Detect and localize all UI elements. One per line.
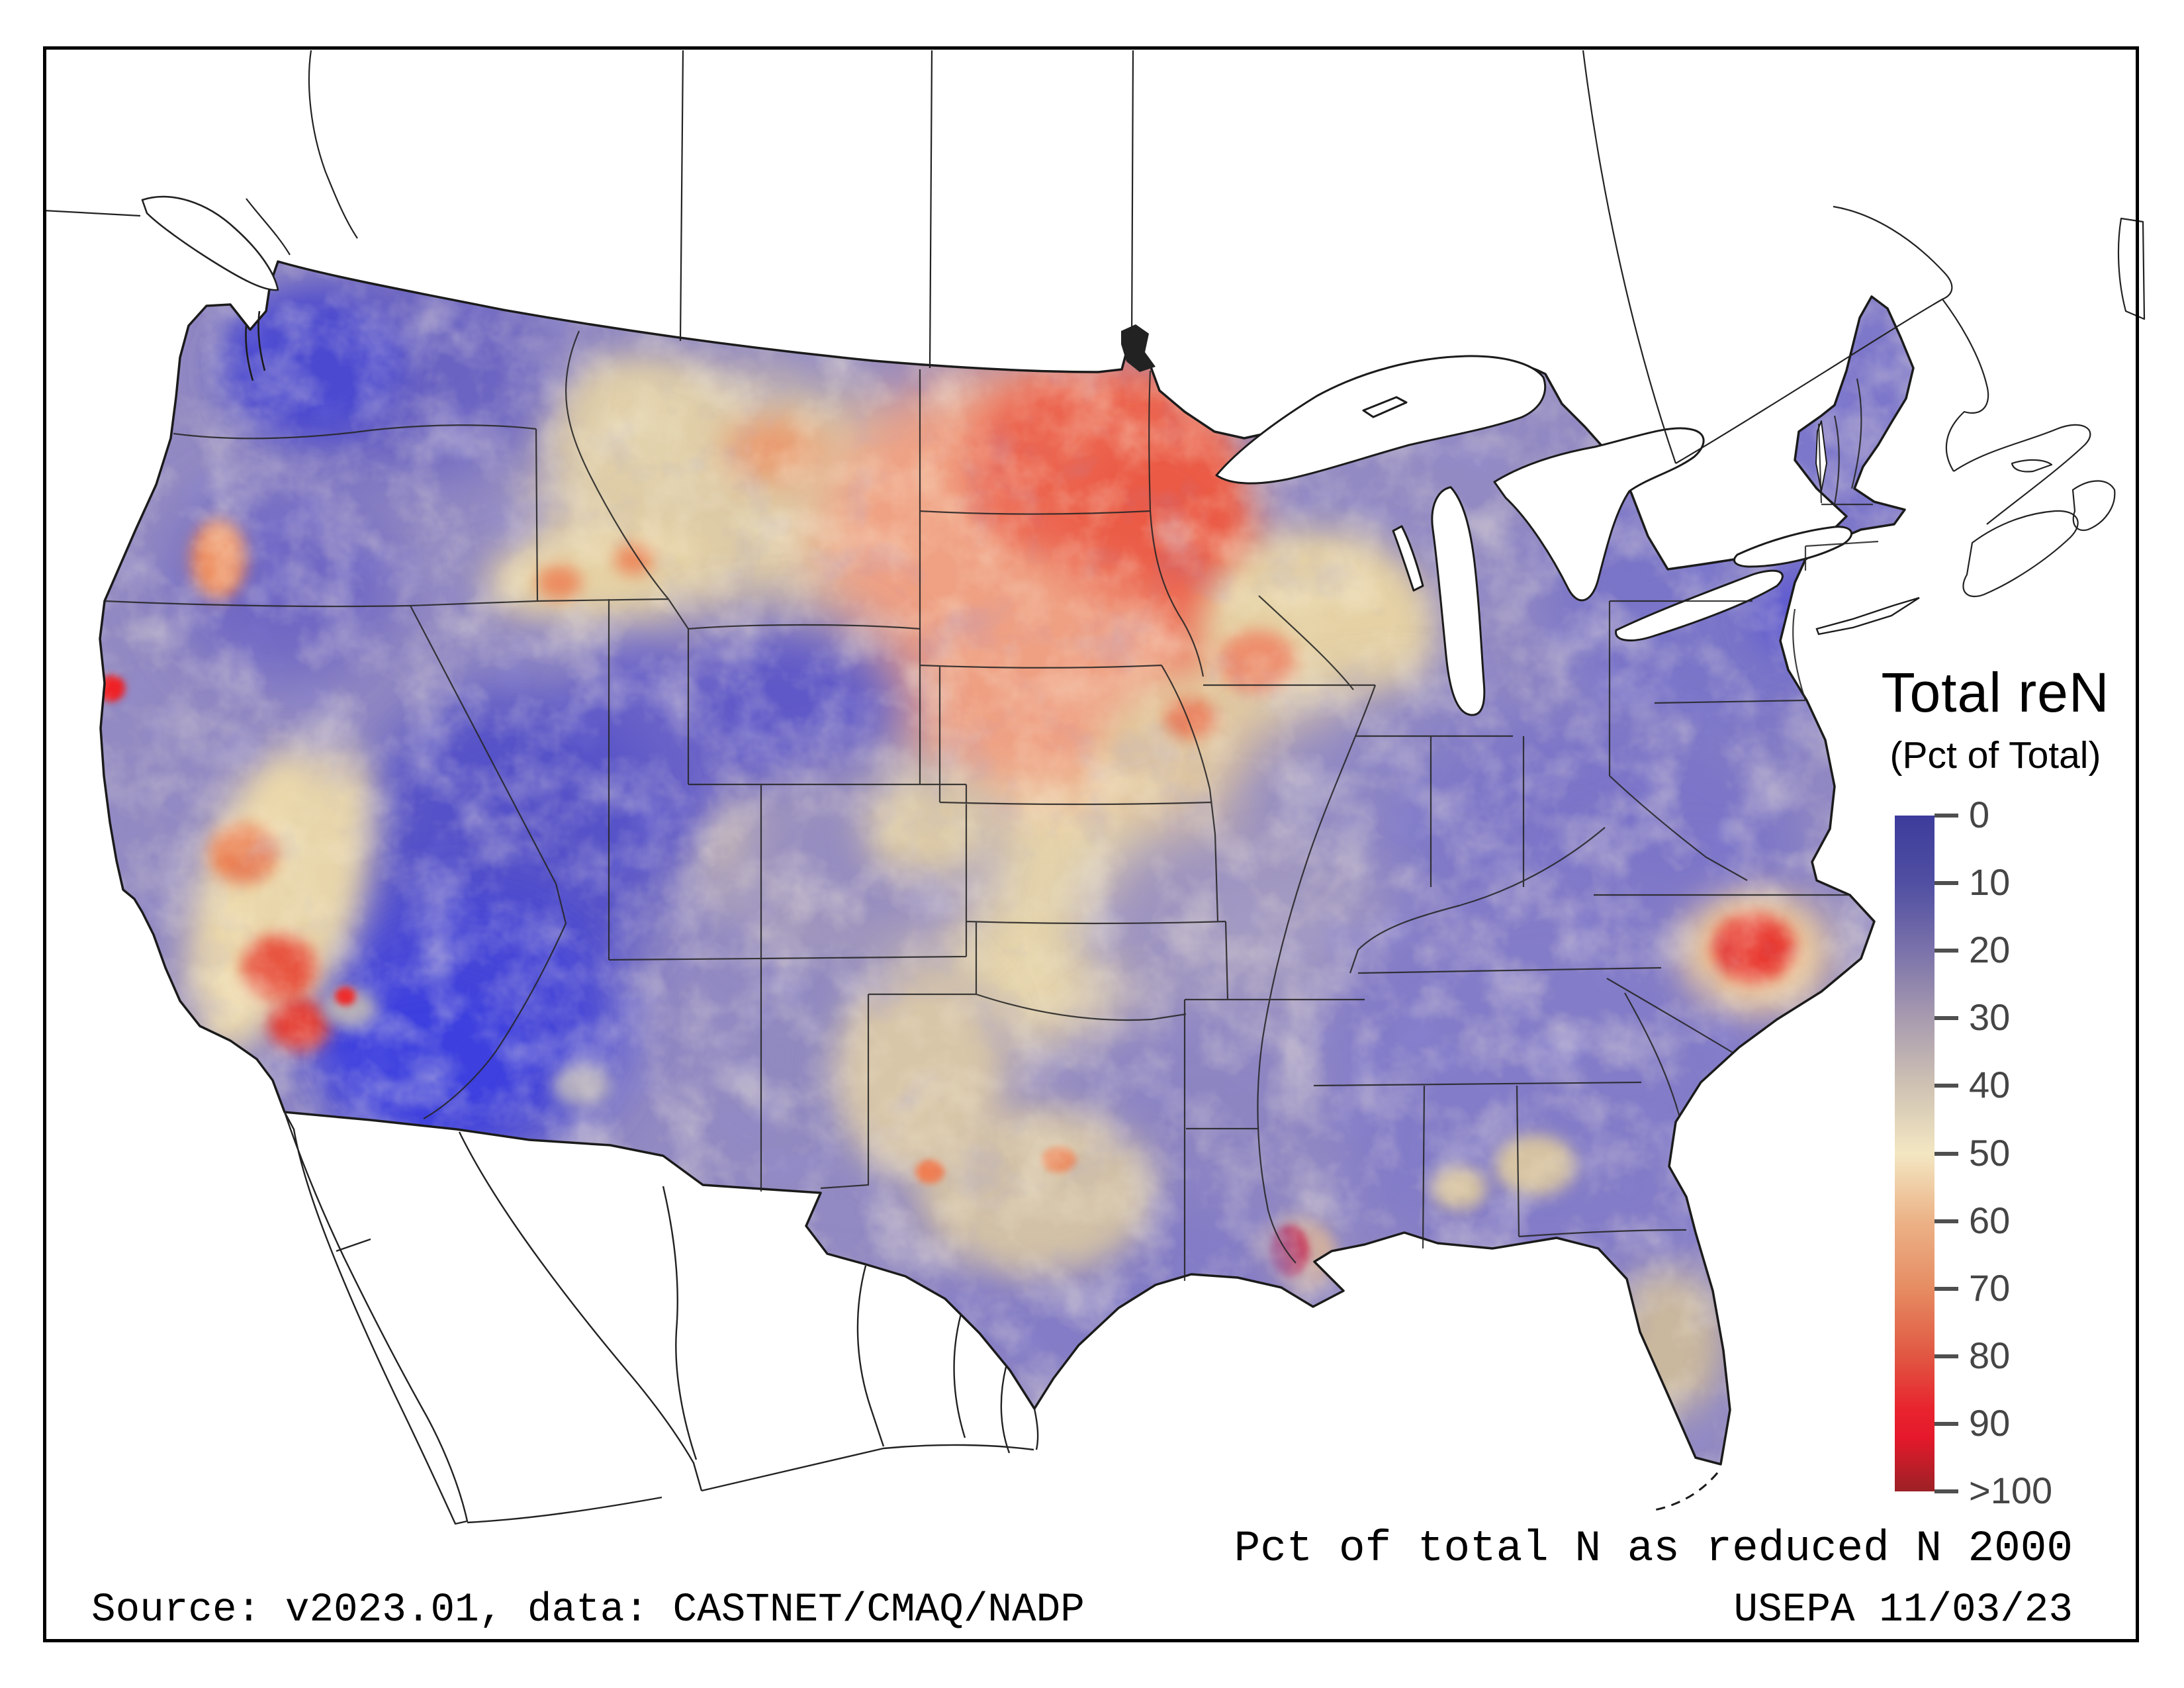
legend-subtitle: (Pct of Total) [1889,734,2101,776]
florida-keys [1651,1472,1719,1512]
nl-tamaulipas-line [1000,1366,1011,1454]
sonora-coast [458,1131,703,1491]
newfoundland-sliver [2117,217,2146,320]
pei [2011,459,2053,473]
map-caption: Pct of total N as reduced N 2000 [1234,1524,2073,1573]
lake-michigan [1431,486,1486,716]
legend-title: Total reN [1881,661,2110,724]
sonora-chihuahua-line [662,1186,698,1460]
lake-superior [1215,355,1547,485]
state-boundaries [104,330,1879,1281]
baja-state-line [336,1238,371,1252]
legend-colorbar [1895,816,1934,1491]
lake-huron [1493,427,1705,602]
long-island [1815,596,1920,635]
mexico-clip-edge [467,1408,1039,1524]
nova-scotia [1962,480,2116,598]
province-borders [679,50,1677,464]
source-caption: Source: v2023.01, data: CASTNET/CMAQ/NAD… [91,1587,1085,1633]
green-bay [1392,525,1424,592]
st-lawrence-and-gaspe [1675,205,1989,472]
strait-border-line [43,209,141,217]
puget-sound [245,310,266,381]
maritimes-coast [1953,424,2091,525]
mexico-outlines [283,1111,1039,1525]
us-coastline [99,260,1915,1466]
lake-of-the-woods [1121,324,1156,372]
bc-coast [246,50,358,256]
lake-erie [1615,569,1784,641]
vancouver-island [141,195,279,291]
canada-outlines [43,50,2146,598]
coahuila-nl-line [953,1313,966,1438]
plot-frame [43,46,2139,1642]
chihuahua-coahuila-line [856,1265,885,1447]
agency-caption: USEPA 11/03/23 [1733,1587,2073,1633]
baja-california [283,1111,469,1525]
isle-royale [1362,396,1408,418]
